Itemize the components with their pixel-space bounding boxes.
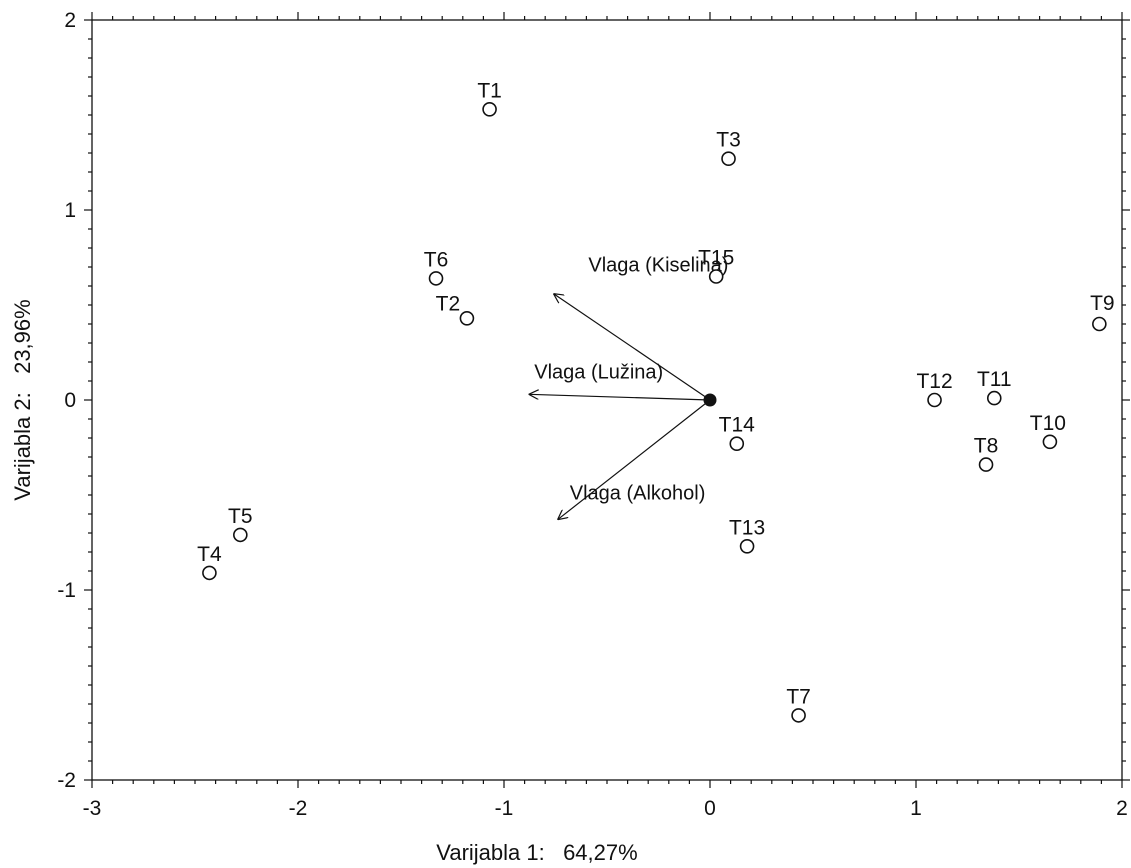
- y-tick-label: 1: [64, 199, 76, 222]
- x-tick-label: -3: [83, 797, 102, 820]
- x-tick-label: 0: [704, 797, 716, 820]
- vector-label: Vlaga (Lužina): [534, 361, 663, 383]
- data-point: [233, 527, 248, 543]
- data-point: [1042, 434, 1058, 450]
- data-point: [1092, 316, 1107, 332]
- x-tick-label: -1: [495, 797, 514, 820]
- y-tick-label: 0: [64, 389, 76, 412]
- point-label: T4: [197, 543, 222, 566]
- point-label: T8: [974, 435, 999, 458]
- tick-labels: -3 -2 -1 0 1 2 -2 -1 0 1 2: [57, 9, 1128, 820]
- data-point: [927, 392, 942, 408]
- y-tick-label: -2: [57, 769, 76, 792]
- x-tick-label: 1: [910, 797, 922, 820]
- point-label: T9: [1090, 292, 1115, 315]
- data-point: [708, 269, 724, 284]
- origin-dot: [703, 393, 717, 407]
- point-label: T2: [436, 292, 461, 315]
- plot-frame: [91, 19, 1123, 781]
- data-point: [739, 538, 755, 554]
- data-point: [791, 708, 806, 723]
- data-point: [482, 102, 497, 117]
- vector-label: Vlaga (Alkohol): [570, 483, 706, 505]
- point-label: T1: [477, 79, 502, 102]
- point-label: T15: [698, 247, 734, 270]
- point-label: T6: [424, 248, 449, 271]
- axis-ticks: [84, 12, 1130, 788]
- y-axis-label: Varijabla 2: 23,96%: [10, 299, 35, 500]
- vector-arrow: [558, 399, 711, 520]
- data-point: [459, 310, 475, 326]
- loading-vectors: Vlaga (Kiselina) Vlaga (Lužina) Vlaga (Alk…: [529, 255, 728, 520]
- y-tick-label: -1: [57, 579, 76, 602]
- point-label: T5: [228, 505, 253, 528]
- point-label: T10: [1030, 412, 1066, 435]
- data-point: [721, 151, 736, 166]
- vector-arrow: [553, 294, 711, 401]
- x-tick-label: -2: [289, 797, 308, 820]
- x-tick-label: 2: [1116, 797, 1128, 820]
- point-label: T7: [786, 685, 811, 708]
- data-point: [986, 390, 1002, 406]
- data-point: [202, 565, 217, 581]
- point-label: T11: [977, 368, 1012, 391]
- point-label: T14: [719, 414, 756, 437]
- vector-arrow: [529, 394, 711, 401]
- point-label: T3: [716, 129, 741, 152]
- data-point: [428, 271, 444, 286]
- data-point: [729, 436, 745, 452]
- data-points: T1 T2 T3 T4 T5 T6 T7 T8 T9 T10 T11 T12 T13 T14 T15: [197, 79, 1115, 723]
- point-label: T13: [729, 516, 765, 539]
- data-point: [978, 457, 994, 472]
- y-tick-label: 2: [64, 9, 76, 32]
- vector-label: Vlaga (Kiselina): [588, 255, 728, 277]
- x-axis-label: Varijabla 1: 64,27%: [436, 840, 637, 865]
- point-label: T12: [916, 370, 952, 393]
